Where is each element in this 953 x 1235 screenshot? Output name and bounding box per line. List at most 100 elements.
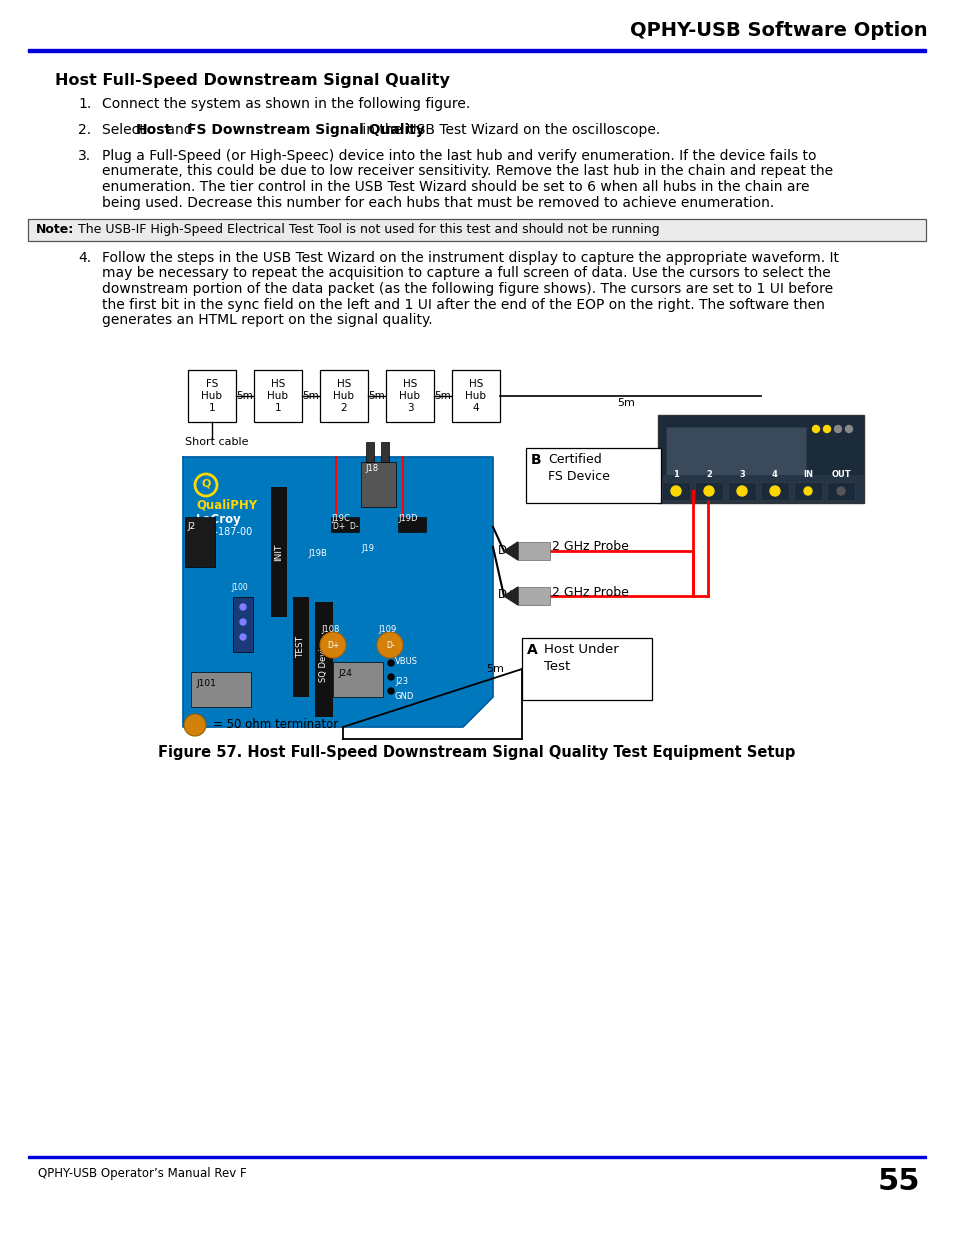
Bar [727,482,755,500]
Text: D+: D+ [327,641,339,650]
Text: 5m: 5m [617,398,634,408]
Bar [191,672,251,706]
Bar [333,662,382,697]
Text: D+: D+ [497,589,517,601]
Bar [521,638,651,700]
Bar [233,597,253,652]
Text: 2.: 2. [78,124,91,137]
Text: Certified: Certified [547,453,601,466]
Bar [319,370,368,422]
Text: Select: Select [102,124,149,137]
Bar [271,487,287,618]
Text: the first bit in the sync field on the left and 1 UI after the end of the EOP on: the first bit in the sync field on the l… [102,298,824,311]
Text: TEST: TEST [296,636,305,658]
Text: 5m: 5m [236,391,253,401]
Text: FS Device: FS Device [547,471,609,483]
Circle shape [240,604,246,610]
Text: D-: D- [497,543,511,557]
Text: J2: J2 [187,522,195,531]
Bar [331,517,358,532]
Text: VBUS: VBUS [395,657,417,666]
Text: 1: 1 [673,471,679,479]
Text: J19C: J19C [331,514,350,522]
Text: The USB-IF High-Speed Electrical Test Tool is not used for this test and should : The USB-IF High-Speed Electrical Test To… [74,224,659,236]
Text: J19B: J19B [308,550,327,558]
Text: being used. Decrease this number for each hubs that must be removed to achieve e: being used. Decrease this number for eac… [102,195,774,210]
Bar [525,448,660,503]
Bar [314,601,333,718]
Circle shape [670,487,680,496]
Text: QualiPHY: QualiPHY [195,499,257,513]
Text: J109: J109 [377,625,395,634]
Text: 2 GHz Probe: 2 GHz Probe [552,585,628,599]
Text: J108: J108 [320,625,339,634]
Text: HS
Hub
3: HS Hub 3 [399,379,420,412]
Bar [760,482,788,500]
Bar [380,442,389,462]
Text: A: A [526,643,537,657]
Text: 55: 55 [877,1167,919,1195]
Bar [28,1156,925,1158]
Text: in the USB Test Wizard on the oscilloscope.: in the USB Test Wizard on the oscillosco… [358,124,659,137]
Text: J18: J18 [365,464,377,473]
Bar [661,482,689,500]
Bar [517,542,550,559]
Bar [793,482,821,500]
Text: HS
Hub
4: HS Hub 4 [465,379,486,412]
Circle shape [388,688,394,694]
Text: FS Downstream Signal Quality: FS Downstream Signal Quality [187,124,424,137]
Text: 2: 2 [705,471,711,479]
Text: 5m: 5m [486,664,503,674]
Bar [28,49,925,52]
Text: Connect the system as shown in the following figure.: Connect the system as shown in the follo… [102,98,470,111]
Bar [386,370,434,422]
Text: Follow the steps in the USB Test Wizard on the instrument display to capture the: Follow the steps in the USB Test Wizard … [102,251,838,266]
Text: enumeration. The tier control in the USB Test Wizard should be set to 6 when all: enumeration. The tier control in the USB… [102,180,809,194]
Text: J101: J101 [195,679,215,688]
Bar [185,517,214,567]
Text: J19: J19 [360,543,374,553]
Text: J24: J24 [337,669,352,678]
Circle shape [319,632,346,658]
Bar [366,442,374,462]
Text: = 50 ohm terminator: = 50 ohm terminator [213,719,338,731]
Text: LeCroy: LeCroy [195,513,241,526]
Circle shape [703,487,713,496]
Text: INIT: INIT [274,543,283,561]
Text: Q: Q [201,479,211,489]
Polygon shape [503,542,517,559]
Circle shape [184,714,206,736]
Text: generates an HTML report on the signal quality.: generates an HTML report on the signal q… [102,312,432,327]
Text: Note:: Note: [36,224,74,236]
Bar [188,370,235,422]
Circle shape [376,632,402,658]
Text: HS
Hub
1: HS Hub 1 [267,379,288,412]
Text: 5m: 5m [302,391,319,401]
Text: QPHY-USB Operator’s Manual Rev F: QPHY-USB Operator’s Manual Rev F [38,1167,247,1179]
Text: and: and [162,124,196,137]
Text: IN: IN [802,471,812,479]
Bar [253,370,302,422]
Bar [397,517,426,532]
Text: J100: J100 [231,583,248,592]
Text: QPHY-USB Software Option: QPHY-USB Software Option [630,21,927,40]
Text: OUT: OUT [830,471,850,479]
Bar [28,219,925,241]
Circle shape [388,674,394,680]
Text: 3.: 3. [78,149,91,163]
Text: 2 GHz Probe: 2 GHz Probe [552,541,628,553]
Bar [360,462,395,508]
Text: 915-187-00: 915-187-00 [195,527,252,537]
Text: 4.: 4. [78,251,91,266]
Text: Host: Host [135,124,172,137]
Circle shape [737,487,746,496]
Text: 5m: 5m [435,391,451,401]
Circle shape [803,487,811,495]
Text: downstream portion of the data packet (as the following figure shows). The curso: downstream portion of the data packet (a… [102,282,832,296]
Circle shape [240,619,246,625]
Text: Figure 57. Host Full-Speed Downstream Signal Quality Test Equipment Setup: Figure 57. Host Full-Speed Downstream Si… [158,745,795,760]
Text: Host Full-Speed Downstream Signal Quality: Host Full-Speed Downstream Signal Qualit… [55,73,450,88]
Circle shape [836,487,844,495]
Polygon shape [503,587,517,605]
Circle shape [834,426,841,432]
